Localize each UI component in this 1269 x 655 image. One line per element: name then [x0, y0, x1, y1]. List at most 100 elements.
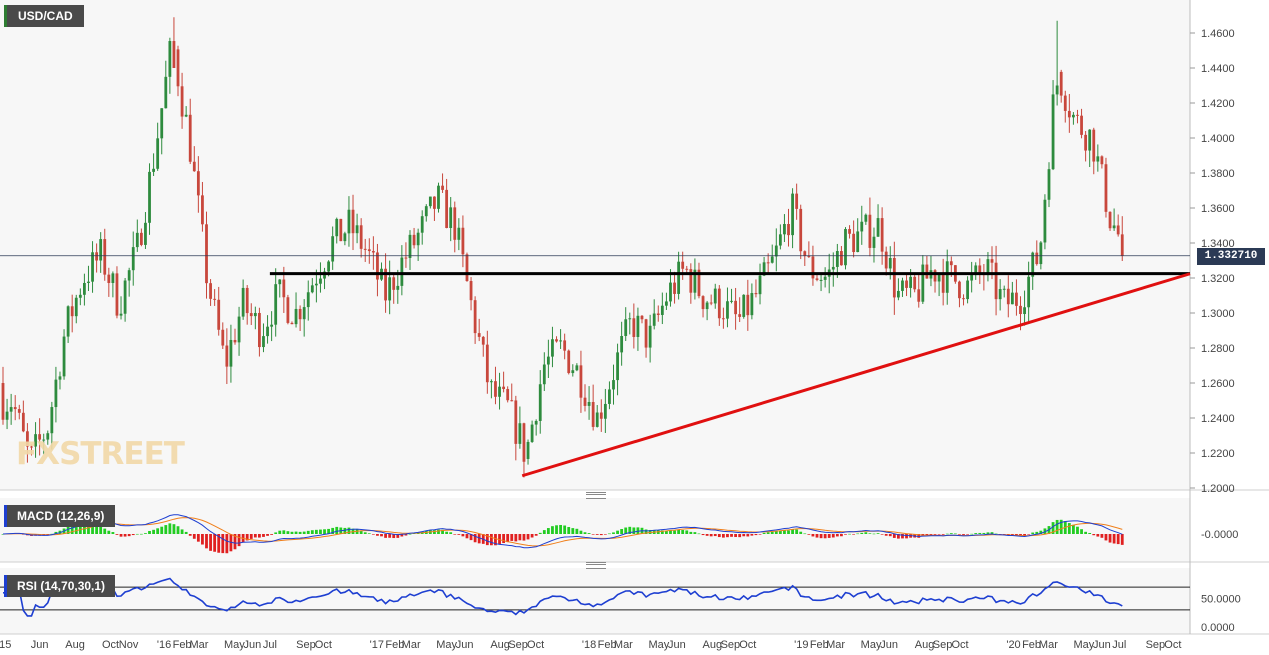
x-tick-label: '18 — [582, 639, 596, 651]
macd-bar — [131, 534, 135, 536]
macd-bar — [1010, 534, 1014, 536]
candle-body — [192, 161, 196, 172]
candle-body — [485, 344, 489, 383]
macd-bar — [266, 534, 269, 536]
candle-body — [925, 264, 929, 279]
pane-resize-handle[interactable] — [586, 562, 606, 569]
candle-body — [652, 313, 656, 326]
macd-bar — [135, 533, 139, 535]
candle-body — [603, 403, 607, 419]
candle-body — [319, 278, 322, 284]
candle-body — [1055, 85, 1059, 95]
candle-body — [355, 225, 359, 234]
macd-bar — [632, 527, 636, 534]
candle-body — [921, 264, 925, 302]
x-tick-label: Aug — [915, 639, 935, 651]
candle-body — [38, 434, 42, 440]
candle-body — [131, 247, 135, 271]
macd-bar — [335, 526, 339, 534]
macd-bar — [347, 527, 351, 534]
macd-bar — [868, 533, 872, 534]
x-tick-label: May — [224, 639, 245, 651]
x-tick-label: Feb — [1022, 639, 1041, 651]
macd-bar — [892, 534, 896, 538]
macd-bar — [518, 534, 522, 541]
macd-bar — [778, 530, 782, 534]
candle-body — [819, 279, 823, 281]
macd-bar — [1076, 526, 1079, 534]
macd-pane-bg — [0, 498, 1190, 562]
candle-body — [823, 276, 827, 280]
macd-bar — [286, 531, 290, 534]
candle-body — [17, 409, 21, 413]
candle-body — [1039, 242, 1043, 265]
candle-body — [990, 259, 994, 263]
y-tick-label: 1.4600 — [1201, 28, 1235, 40]
macd-bar — [815, 534, 819, 538]
macd-bar — [840, 534, 843, 537]
candle-body — [50, 407, 54, 434]
macd-bar — [705, 534, 709, 536]
macd-bar — [404, 534, 408, 536]
macd-bar — [673, 530, 676, 534]
x-tick-label: Sep — [508, 639, 528, 651]
candle-body — [648, 325, 652, 348]
macd-bar — [811, 534, 815, 537]
candle-body — [21, 412, 25, 432]
candle-body — [518, 423, 522, 444]
candle-body — [196, 171, 200, 196]
x-tick-label: Oct — [527, 639, 544, 651]
macd-bar — [465, 534, 469, 539]
macd-bar — [575, 528, 579, 534]
macd-bar — [636, 527, 640, 534]
macd-bar — [168, 523, 172, 534]
candle-body — [107, 274, 111, 284]
candle-body — [669, 282, 672, 302]
candle-body — [111, 273, 115, 284]
macd-bar — [717, 534, 721, 538]
candle-body — [774, 245, 778, 257]
macd-bar — [343, 527, 347, 534]
candle-body — [213, 298, 217, 300]
candle-body — [286, 297, 290, 323]
y-tick-label: 1.3200 — [1201, 273, 1235, 285]
x-tick-label: Sep — [721, 639, 741, 651]
macd-bar — [526, 534, 530, 540]
macd-bar — [1092, 534, 1096, 536]
candle-body — [546, 356, 550, 365]
macd-bar — [742, 534, 746, 537]
macd-bar — [579, 530, 583, 534]
candle-body — [13, 407, 17, 410]
candle-body — [860, 221, 864, 232]
macd-bar — [571, 528, 575, 534]
macd-bar — [966, 534, 969, 535]
candle-body — [388, 277, 392, 301]
macd-bar — [555, 525, 558, 534]
candle-body — [620, 336, 624, 353]
macd-bar — [774, 531, 778, 534]
candle-body — [567, 350, 571, 374]
macd-bar — [123, 534, 127, 537]
candle-body — [697, 269, 701, 297]
macd-bar — [917, 534, 921, 538]
candle-body — [811, 256, 815, 279]
macd-bar — [388, 534, 392, 538]
candle-body — [335, 218, 339, 237]
macd-bar — [1043, 528, 1047, 534]
macd-bar — [290, 531, 294, 534]
candle-body — [632, 318, 636, 337]
macd-bar — [689, 531, 693, 534]
macd-bar — [156, 528, 160, 534]
macd-bar — [1084, 531, 1088, 534]
candles-group — [1, 17, 1124, 478]
macd-bar — [608, 533, 611, 535]
candle-body — [1092, 129, 1096, 162]
macd-bar — [848, 533, 851, 535]
pane-resize-handle[interactable] — [586, 492, 606, 499]
macd-bar — [1055, 519, 1059, 534]
y-tick-label: 1.2000 — [1201, 483, 1235, 495]
macd-bar — [176, 526, 180, 534]
candle-body — [754, 293, 758, 295]
candle-body — [852, 233, 856, 253]
candle-body — [795, 193, 799, 209]
